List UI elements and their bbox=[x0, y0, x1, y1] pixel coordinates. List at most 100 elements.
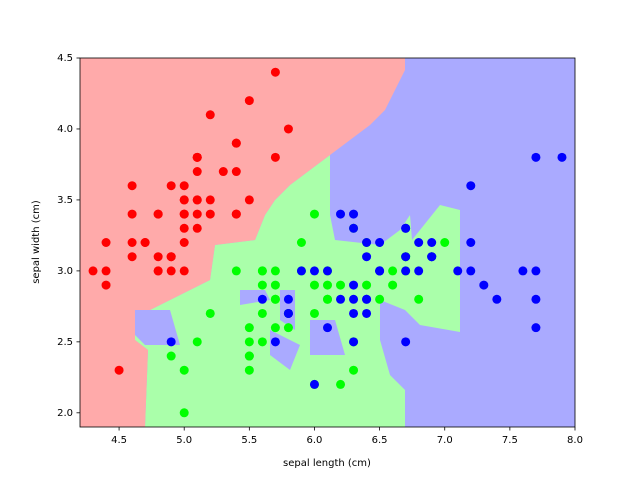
point bbox=[336, 379, 346, 389]
point bbox=[531, 266, 541, 276]
point bbox=[283, 323, 293, 333]
point bbox=[179, 408, 189, 418]
point bbox=[114, 365, 124, 375]
point bbox=[205, 195, 215, 205]
point bbox=[362, 238, 372, 247]
point bbox=[218, 167, 228, 177]
point bbox=[192, 209, 202, 219]
point bbox=[166, 337, 176, 347]
point bbox=[153, 252, 163, 262]
point bbox=[375, 266, 385, 276]
point bbox=[427, 238, 437, 247]
y-tick-label: 2.5 bbox=[57, 337, 73, 348]
decision-regions bbox=[80, 58, 575, 427]
point bbox=[179, 181, 189, 191]
point bbox=[205, 110, 215, 120]
x-tick-label: 7.0 bbox=[437, 435, 453, 446]
point bbox=[244, 365, 254, 375]
point bbox=[466, 181, 476, 191]
point bbox=[166, 252, 176, 262]
point bbox=[127, 181, 137, 191]
point bbox=[440, 238, 450, 247]
point bbox=[270, 152, 280, 162]
point bbox=[179, 195, 189, 205]
point bbox=[244, 337, 254, 347]
point bbox=[309, 379, 319, 389]
point bbox=[309, 280, 319, 290]
point bbox=[362, 294, 372, 304]
point bbox=[336, 209, 346, 219]
x-tick-label: 5.5 bbox=[241, 435, 257, 446]
point bbox=[401, 252, 411, 262]
y-tick-label: 2.0 bbox=[57, 408, 73, 419]
point bbox=[101, 280, 111, 290]
point bbox=[270, 294, 280, 304]
point bbox=[414, 294, 424, 304]
point bbox=[309, 266, 319, 276]
point bbox=[349, 223, 359, 233]
x-tick-label: 8.0 bbox=[567, 435, 583, 446]
point bbox=[453, 266, 463, 276]
point bbox=[244, 351, 254, 361]
point bbox=[309, 308, 319, 318]
point bbox=[127, 238, 137, 247]
point bbox=[283, 294, 293, 304]
point bbox=[375, 294, 385, 304]
point bbox=[492, 294, 502, 304]
point bbox=[231, 209, 241, 219]
y-tick-label: 4.0 bbox=[57, 124, 73, 135]
region-green bbox=[135, 155, 460, 427]
x-tick-label: 5.0 bbox=[176, 435, 192, 446]
point bbox=[192, 337, 202, 347]
point bbox=[205, 308, 215, 318]
point bbox=[88, 266, 98, 276]
point bbox=[257, 337, 267, 347]
point bbox=[427, 252, 437, 262]
point bbox=[179, 238, 189, 247]
point bbox=[531, 294, 541, 304]
point bbox=[323, 294, 332, 304]
point bbox=[127, 252, 137, 262]
region-blue-patch bbox=[310, 320, 345, 355]
point bbox=[466, 238, 476, 247]
point bbox=[323, 323, 332, 333]
point bbox=[283, 124, 293, 134]
point bbox=[349, 294, 359, 304]
plot-frame bbox=[79, 57, 576, 428]
point bbox=[166, 266, 176, 276]
y-tick-label: 4.5 bbox=[57, 53, 73, 64]
point bbox=[153, 266, 163, 276]
point bbox=[179, 266, 189, 276]
point bbox=[362, 280, 372, 290]
point bbox=[257, 308, 267, 318]
point bbox=[349, 280, 359, 290]
point bbox=[479, 280, 489, 290]
y-tick-label: 3.5 bbox=[57, 195, 73, 206]
point bbox=[362, 252, 372, 262]
point bbox=[375, 238, 385, 247]
point bbox=[296, 266, 306, 276]
point bbox=[388, 266, 398, 276]
point bbox=[349, 209, 359, 219]
point bbox=[192, 195, 202, 205]
point bbox=[244, 323, 254, 333]
x-tick-label: 4.5 bbox=[111, 435, 127, 446]
point bbox=[414, 266, 424, 276]
point bbox=[518, 266, 528, 276]
y-axis-label: sepal width (cm) bbox=[31, 200, 42, 284]
point bbox=[140, 238, 150, 247]
point bbox=[244, 195, 254, 205]
region-red bbox=[80, 58, 405, 427]
point bbox=[401, 223, 411, 233]
x-tick-label: 6.0 bbox=[307, 435, 323, 446]
point bbox=[296, 238, 306, 247]
point bbox=[192, 167, 202, 177]
point bbox=[192, 223, 202, 233]
point bbox=[166, 351, 176, 361]
point bbox=[401, 337, 411, 347]
point bbox=[401, 266, 411, 276]
point bbox=[557, 152, 567, 162]
region-blue-patch bbox=[135, 310, 180, 345]
point bbox=[205, 209, 215, 219]
